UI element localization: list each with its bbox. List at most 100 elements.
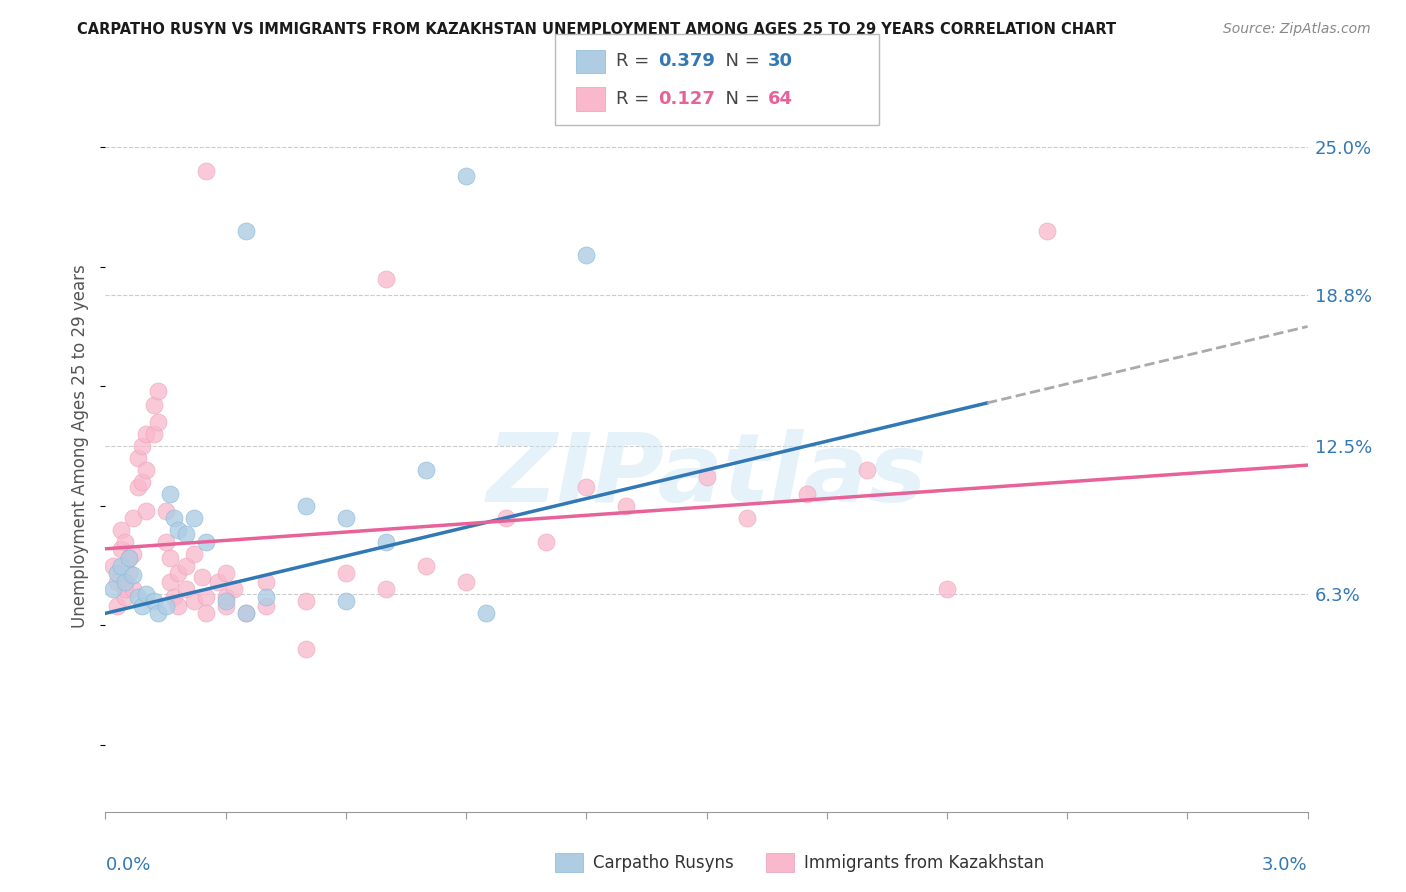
Point bbox=[118, 566, 141, 580]
Text: 64: 64 bbox=[768, 90, 793, 108]
Point bbox=[114, 575, 136, 590]
Text: N =: N = bbox=[714, 53, 766, 70]
Point bbox=[155, 503, 177, 517]
Point bbox=[335, 566, 357, 580]
Point bbox=[142, 594, 165, 608]
Point bbox=[159, 551, 181, 566]
Point bbox=[254, 590, 277, 604]
Point bbox=[207, 575, 229, 590]
Point bbox=[146, 415, 169, 429]
Text: 30: 30 bbox=[768, 53, 793, 70]
Point bbox=[110, 558, 132, 573]
Point bbox=[127, 480, 149, 494]
Point bbox=[235, 224, 257, 238]
Text: 3.0%: 3.0% bbox=[1263, 855, 1308, 873]
Point bbox=[142, 427, 165, 442]
Point bbox=[696, 470, 718, 484]
Text: R =: R = bbox=[616, 53, 655, 70]
Point bbox=[374, 534, 398, 549]
Point bbox=[174, 582, 197, 597]
Point bbox=[135, 587, 157, 601]
Point bbox=[214, 599, 236, 614]
Point bbox=[146, 607, 169, 621]
Point bbox=[131, 439, 153, 453]
Point bbox=[575, 480, 598, 494]
Point bbox=[114, 590, 136, 604]
Point bbox=[194, 607, 217, 621]
Point bbox=[159, 575, 181, 590]
Point bbox=[159, 487, 181, 501]
Point bbox=[131, 599, 153, 614]
Point bbox=[495, 510, 517, 524]
Text: ZIPatlas: ZIPatlas bbox=[486, 429, 927, 522]
Point bbox=[454, 169, 477, 183]
Text: R =: R = bbox=[616, 90, 655, 108]
Point bbox=[183, 547, 205, 561]
Point bbox=[194, 590, 217, 604]
Point bbox=[122, 547, 145, 561]
Point bbox=[616, 499, 638, 513]
Point bbox=[295, 499, 318, 513]
Point bbox=[534, 534, 557, 549]
Point bbox=[183, 594, 205, 608]
Point bbox=[194, 534, 217, 549]
Point bbox=[335, 594, 357, 608]
Point bbox=[235, 607, 257, 621]
Point bbox=[146, 384, 169, 398]
Point bbox=[131, 475, 153, 489]
Point bbox=[295, 594, 318, 608]
Point bbox=[214, 566, 236, 580]
Point bbox=[936, 582, 959, 597]
Text: Immigrants from Kazakhstan: Immigrants from Kazakhstan bbox=[804, 854, 1045, 871]
Point bbox=[735, 510, 758, 524]
Point bbox=[214, 594, 236, 608]
Point bbox=[127, 590, 149, 604]
Point bbox=[122, 582, 145, 597]
Point bbox=[194, 164, 217, 178]
Y-axis label: Unemployment Among Ages 25 to 29 years: Unemployment Among Ages 25 to 29 years bbox=[72, 264, 90, 628]
Text: Source: ZipAtlas.com: Source: ZipAtlas.com bbox=[1223, 22, 1371, 37]
Point bbox=[374, 582, 398, 597]
Point bbox=[190, 570, 212, 584]
Point bbox=[107, 566, 129, 580]
Point bbox=[855, 463, 877, 477]
Text: 0.0%: 0.0% bbox=[105, 855, 150, 873]
Point bbox=[103, 558, 125, 573]
Point bbox=[122, 568, 145, 582]
Point bbox=[796, 487, 818, 501]
Point bbox=[107, 575, 129, 590]
Point bbox=[142, 398, 165, 412]
Point bbox=[127, 450, 149, 465]
Point bbox=[454, 575, 477, 590]
Point bbox=[122, 510, 145, 524]
Point bbox=[166, 566, 188, 580]
Point bbox=[118, 551, 141, 566]
Point bbox=[162, 590, 184, 604]
Point bbox=[183, 510, 205, 524]
Point bbox=[135, 503, 157, 517]
Point bbox=[415, 463, 437, 477]
Point bbox=[254, 599, 277, 614]
Point bbox=[110, 523, 132, 537]
Point bbox=[222, 582, 245, 597]
Text: CARPATHO RUSYN VS IMMIGRANTS FROM KAZAKHSTAN UNEMPLOYMENT AMONG AGES 25 TO 29 YE: CARPATHO RUSYN VS IMMIGRANTS FROM KAZAKH… bbox=[77, 22, 1116, 37]
Point bbox=[174, 527, 197, 541]
Point bbox=[166, 523, 188, 537]
Point bbox=[174, 558, 197, 573]
Point bbox=[107, 599, 129, 614]
Point bbox=[162, 510, 184, 524]
Point bbox=[295, 642, 318, 657]
Point bbox=[1036, 224, 1059, 238]
Point bbox=[254, 575, 277, 590]
Point bbox=[155, 534, 177, 549]
Point bbox=[475, 607, 498, 621]
Point bbox=[110, 541, 132, 556]
Point bbox=[374, 271, 398, 285]
Point bbox=[575, 248, 598, 262]
Point bbox=[235, 607, 257, 621]
Point bbox=[114, 534, 136, 549]
Point bbox=[166, 599, 188, 614]
Point bbox=[114, 582, 136, 597]
Point bbox=[214, 590, 236, 604]
Point bbox=[103, 582, 125, 597]
